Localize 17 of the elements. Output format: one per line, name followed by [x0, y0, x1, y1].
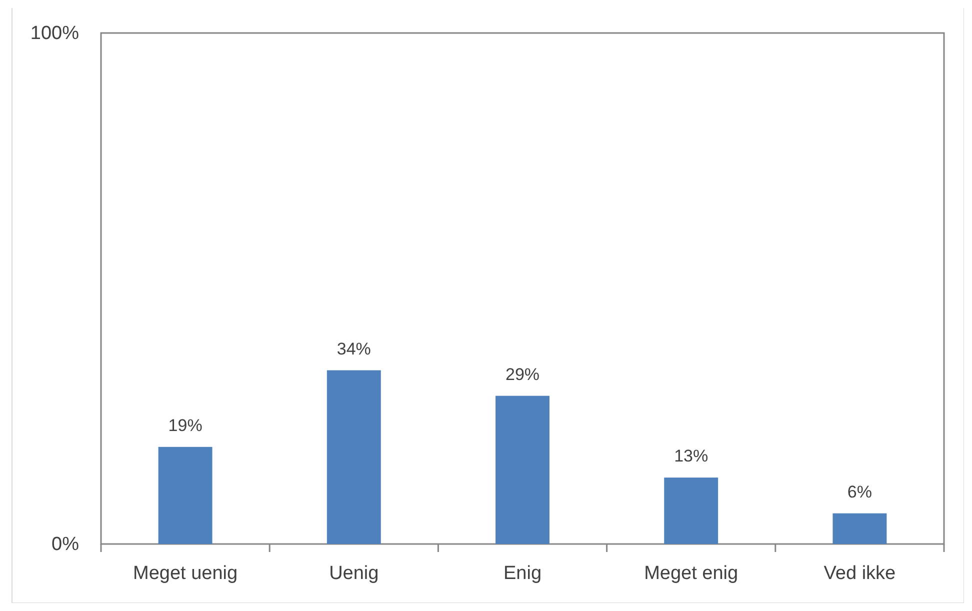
x-tick-label: Meget uenig — [133, 563, 238, 584]
bar — [832, 513, 887, 544]
x-tick-label: Ved ikke — [824, 563, 896, 584]
y-tick-label: 0% — [52, 534, 80, 555]
x-tick-label: Enig — [503, 563, 542, 584]
data-label: 13% — [674, 446, 708, 466]
data-label: 29% — [505, 364, 540, 384]
bar — [664, 478, 718, 544]
bar — [158, 446, 212, 544]
data-label: 19% — [168, 416, 202, 435]
bar — [326, 370, 381, 544]
y-tick-label: 100% — [30, 23, 80, 44]
bar — [496, 396, 550, 544]
data-label: 6% — [847, 482, 872, 502]
data-label: 34% — [336, 339, 371, 358]
x-tick-label: Meget enig — [644, 563, 738, 584]
x-tick-label: Uenig — [329, 563, 379, 584]
